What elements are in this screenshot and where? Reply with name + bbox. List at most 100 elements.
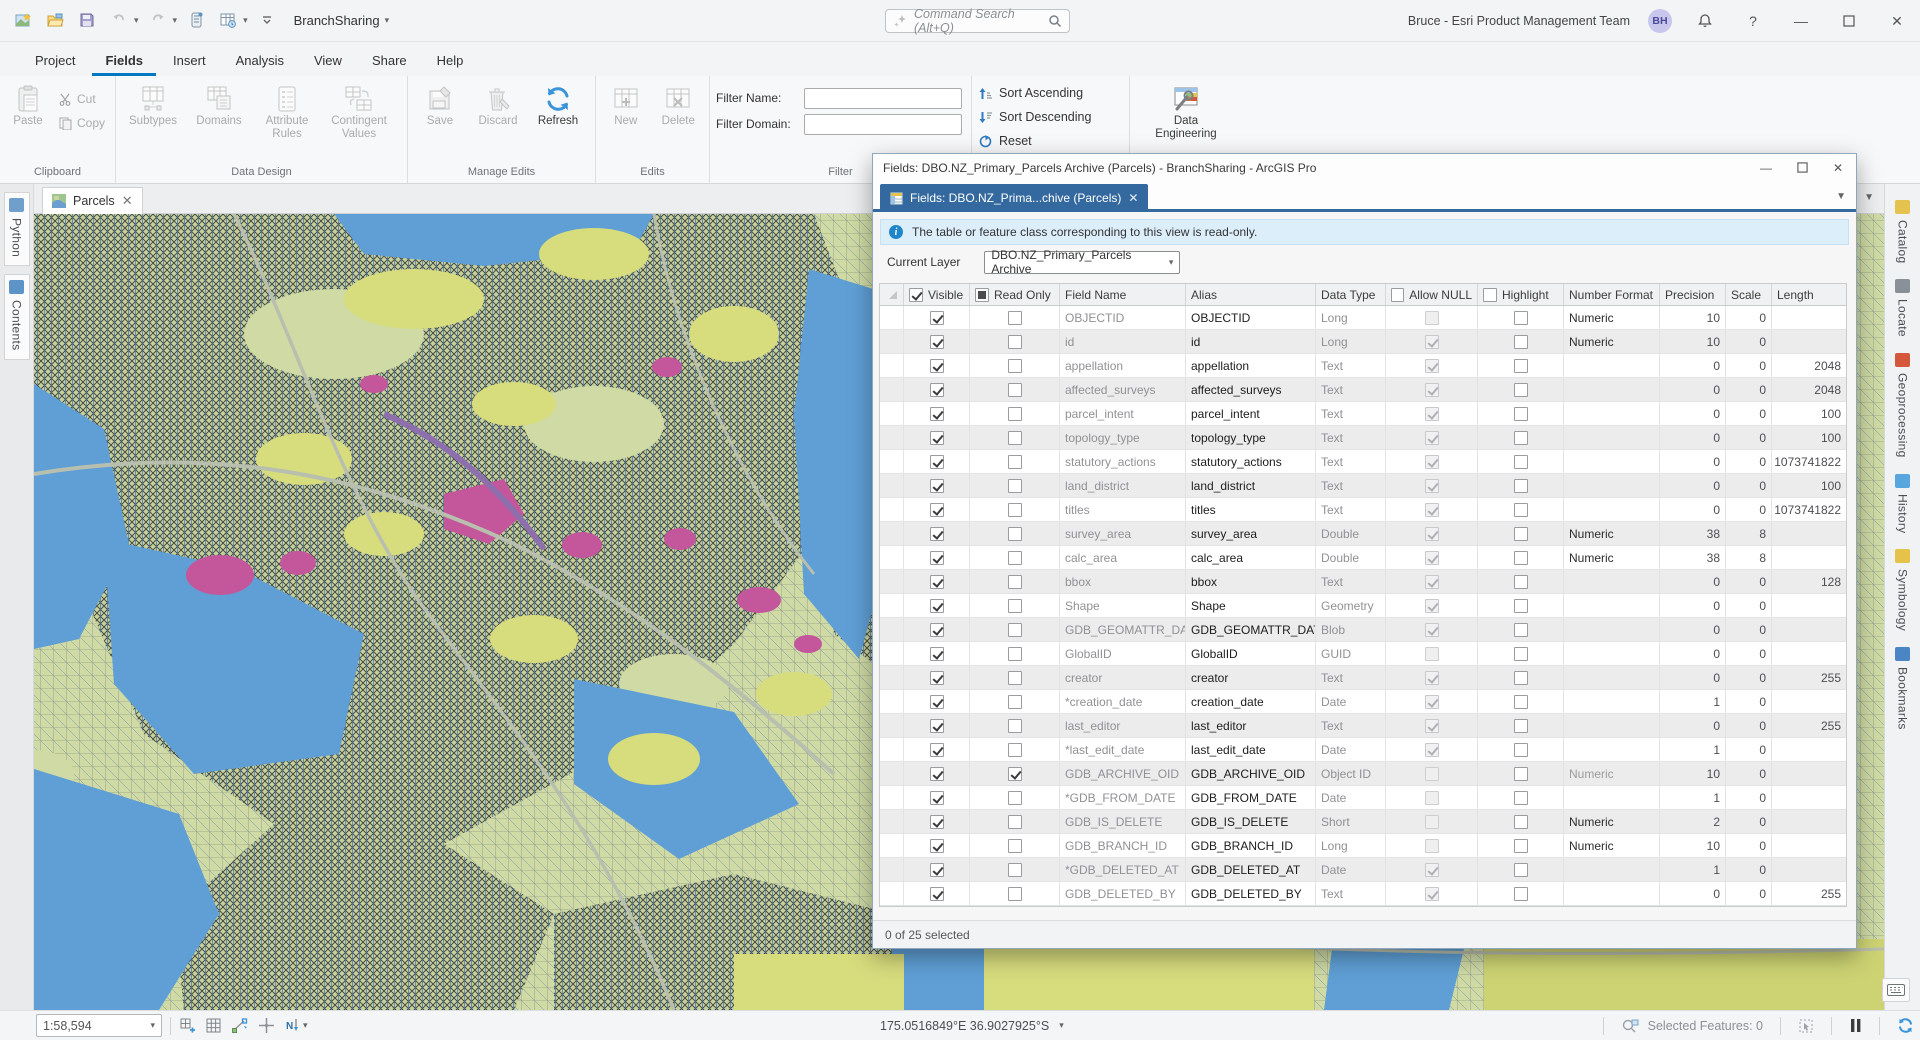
row-handle[interactable] (880, 786, 904, 809)
alias-cell[interactable]: GDB_ARCHIVE_OID (1186, 762, 1316, 785)
visible-checkbox[interactable] (929, 478, 944, 493)
read-only-cell[interactable] (970, 714, 1060, 737)
visible-checkbox[interactable] (929, 742, 944, 757)
visible-cell[interactable] (904, 786, 970, 809)
visible-checkbox[interactable] (929, 406, 944, 421)
redo-button[interactable] (145, 6, 171, 34)
read-only-cell[interactable] (970, 786, 1060, 809)
data-type-cell[interactable]: Date (1316, 786, 1386, 809)
visible-checkbox[interactable] (929, 526, 944, 541)
read-only-cell[interactable] (970, 810, 1060, 833)
highlight-cell[interactable] (1478, 666, 1564, 689)
visible-cell[interactable] (904, 594, 970, 617)
read-only-checkbox[interactable] (1007, 430, 1022, 445)
visible-checkbox[interactable] (929, 382, 944, 397)
on-screen-keyboard-button[interactable] (1882, 978, 1910, 1002)
alias-cell[interactable]: parcel_intent (1186, 402, 1316, 425)
field-name-cell[interactable]: affected_surveys (1060, 378, 1186, 401)
highlight-cell[interactable] (1478, 354, 1564, 377)
corner-select-all[interactable] (880, 284, 904, 305)
field-row-titles[interactable]: titles titles Text 0 0 1073741822 (880, 498, 1846, 522)
row-handle[interactable] (880, 594, 904, 617)
field-row-Shape[interactable]: Shape Shape Geometry 0 0 (880, 594, 1846, 618)
read-only-checkbox[interactable] (1007, 886, 1022, 901)
highlight-cell[interactable] (1478, 402, 1564, 425)
copy-button[interactable]: Copy (54, 112, 109, 134)
read-only-checkbox[interactable] (1007, 670, 1022, 685)
highlight-checkbox[interactable] (1513, 694, 1528, 709)
row-handle[interactable] (880, 498, 904, 521)
visible-checkbox[interactable] (929, 598, 944, 613)
fields-window-maximize-button[interactable] (1784, 155, 1820, 181)
field-name-cell[interactable]: id (1060, 330, 1186, 353)
visible-checkbox[interactable] (929, 862, 944, 877)
data-type-cell[interactable]: Date (1316, 738, 1386, 761)
field-name-cell[interactable]: appellation (1060, 354, 1186, 377)
dock-tab-locate[interactable]: Locate (1895, 273, 1910, 343)
highlight-cell[interactable] (1478, 714, 1564, 737)
visible-cell[interactable] (904, 402, 970, 425)
project-name-menu[interactable]: BranchSharing ▾ (294, 13, 390, 28)
read-only-header-checkbox[interactable] (975, 287, 989, 302)
grid-tool-icon[interactable] (205, 1017, 222, 1034)
undo-chevron-icon[interactable]: ▾ (134, 14, 139, 25)
highlight-checkbox[interactable] (1513, 814, 1528, 829)
highlight-checkbox[interactable] (1513, 358, 1528, 373)
read-only-cell[interactable] (970, 642, 1060, 665)
read-only-checkbox[interactable] (1007, 526, 1022, 541)
field-row-survey_area[interactable]: survey_area survey_area Double Numeric 38 8 (880, 522, 1846, 546)
filter-domain-input[interactable] (804, 113, 962, 135)
alias-cell[interactable]: GDB_FROM_DATE (1186, 786, 1316, 809)
row-handle[interactable] (880, 642, 904, 665)
data-type-cell[interactable]: Date (1316, 690, 1386, 713)
field-name-cell[interactable]: *last_edit_date (1060, 738, 1186, 761)
field-name-cell[interactable]: topology_type (1060, 426, 1186, 449)
number-format-cell[interactable] (1564, 474, 1660, 497)
visible-cell[interactable] (904, 810, 970, 833)
read-only-cell[interactable] (970, 546, 1060, 569)
highlight-cell[interactable] (1478, 810, 1564, 833)
visible-checkbox[interactable] (929, 430, 944, 445)
new-project-button[interactable] (10, 6, 36, 34)
data-type-cell[interactable]: Text (1316, 714, 1386, 737)
visible-checkbox[interactable] (929, 838, 944, 853)
data-type-cell[interactable]: Text (1316, 666, 1386, 689)
help-button[interactable]: ? (1749, 13, 1757, 29)
field-row-bbox[interactable]: bbox bbox Text 0 0 128 (880, 570, 1846, 594)
read-only-checkbox[interactable] (1007, 406, 1022, 421)
dock-tab-python[interactable]: Python (3, 192, 30, 267)
alias-cell[interactable]: GDB_DELETED_AT (1186, 858, 1316, 881)
crosshair-tool-icon[interactable] (258, 1017, 275, 1034)
highlight-cell[interactable] (1478, 330, 1564, 353)
highlight-cell[interactable] (1478, 834, 1564, 857)
number-format-cell[interactable] (1564, 498, 1660, 521)
visible-cell[interactable] (904, 354, 970, 377)
fields-window-minimize-button[interactable]: — (1760, 160, 1772, 175)
visible-checkbox[interactable] (929, 550, 944, 565)
refresh-button[interactable]: Refresh (530, 80, 586, 128)
read-only-cell[interactable] (970, 330, 1060, 353)
number-format-cell[interactable]: Numeric (1564, 522, 1660, 545)
number-format-cell[interactable] (1564, 666, 1660, 689)
read-only-checkbox[interactable] (1007, 838, 1022, 853)
read-only-cell[interactable] (970, 402, 1060, 425)
selected-features-count[interactable]: Selected Features: 0 (1647, 1018, 1763, 1033)
visible-cell[interactable] (904, 450, 970, 473)
read-only-cell[interactable] (970, 354, 1060, 377)
row-handle[interactable] (880, 618, 904, 641)
row-handle[interactable] (880, 354, 904, 377)
row-handle[interactable] (880, 378, 904, 401)
row-handle[interactable] (880, 570, 904, 593)
redo-chevron-icon[interactable]: ▾ (172, 14, 178, 25)
visible-cell[interactable] (904, 498, 970, 521)
alias-cell[interactable]: Shape (1186, 594, 1316, 617)
field-name-cell[interactable]: GDB_ARCHIVE_OID (1060, 762, 1186, 785)
highlight-cell[interactable] (1478, 306, 1564, 329)
visible-cell[interactable] (904, 882, 970, 905)
highlight-checkbox[interactable] (1513, 838, 1528, 853)
data-type-cell[interactable]: Double (1316, 546, 1386, 569)
highlight-cell[interactable] (1478, 738, 1564, 761)
undo-button[interactable] (106, 6, 132, 34)
visible-cell[interactable] (904, 618, 970, 641)
visible-cell[interactable] (904, 330, 970, 353)
